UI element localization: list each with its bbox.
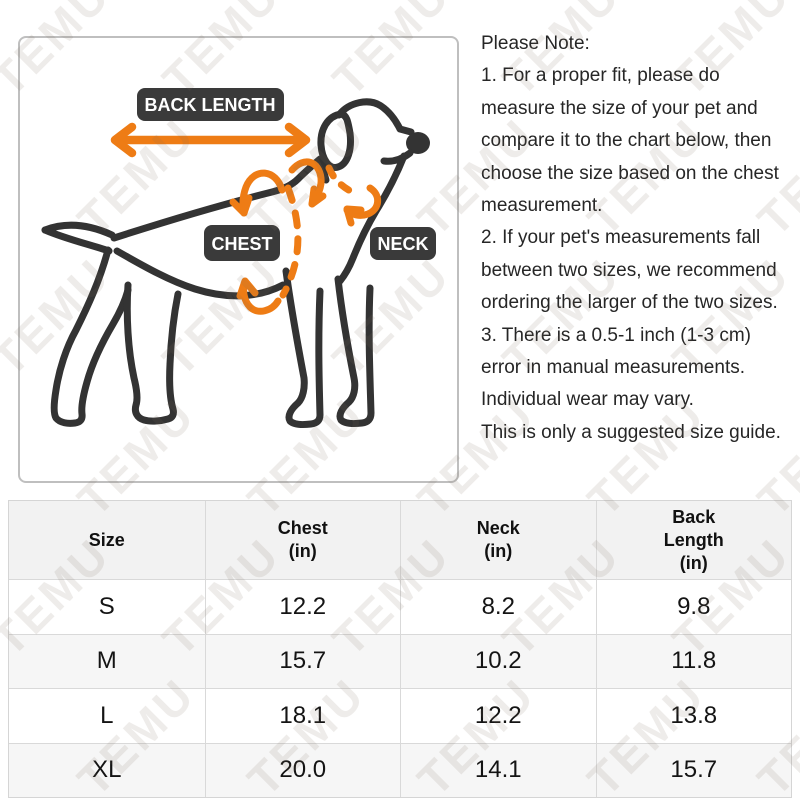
table-cell: 11.8 xyxy=(595,634,792,688)
column-header: Back Length (in) xyxy=(595,501,792,579)
back-length-label-box xyxy=(137,88,284,121)
chest-label-box xyxy=(204,225,280,261)
note-line: measurement. xyxy=(481,195,603,217)
table-cell: 9.8 xyxy=(595,580,792,634)
dog-front-leg-right xyxy=(334,275,375,428)
table-cell: 12.2 xyxy=(400,689,596,743)
diagram-labels: BACK LENGTH CHEST NECK xyxy=(137,88,436,261)
note-line: measure the size of your pet and xyxy=(481,97,758,119)
note-line: 2. If your pet's measurements fall xyxy=(481,227,761,249)
table-row: S 12.2 8.2 9.8 xyxy=(9,579,791,634)
dog-ear xyxy=(317,110,354,171)
dog-nose xyxy=(406,132,430,154)
column-header-line: Back xyxy=(672,506,716,527)
dog-hind-leg-near xyxy=(123,281,182,425)
dog-tail-top xyxy=(41,221,116,239)
chest-girth-dashed-icon xyxy=(279,184,302,299)
column-header: Size xyxy=(9,501,205,579)
column-header-line: Chest xyxy=(277,518,328,538)
neck-label: NECK xyxy=(377,234,428,254)
dog-belly-line xyxy=(113,247,287,300)
back-length-arrowhead-right-icon xyxy=(284,122,311,158)
dog-hind-leg-far xyxy=(50,246,132,427)
column-header-line: (in) xyxy=(484,541,513,561)
dog-neck-front xyxy=(336,152,408,285)
note-line: choose the size based on the chest xyxy=(481,162,779,184)
table-row: L 18.1 12.2 13.8 xyxy=(9,688,791,743)
column-header-line: Length xyxy=(663,529,724,550)
note-line: Individual wear may vary. xyxy=(481,389,694,411)
dog-back-line xyxy=(110,155,324,242)
withers-arrowhead-icon xyxy=(308,185,327,208)
table-cell: 12.2 xyxy=(204,580,401,634)
dog-head-top xyxy=(335,98,415,136)
table-cell: 8.2 xyxy=(400,580,596,634)
neck-curve-arrow-icon xyxy=(343,184,382,219)
neck-label-box xyxy=(370,227,436,260)
chest-label: CHEST xyxy=(211,234,272,254)
chest-lower-arrowhead-icon xyxy=(236,277,259,300)
table-cell: 20.0 xyxy=(204,743,401,797)
note-line: ordering the larger of the two sizes. xyxy=(481,292,778,314)
column-header: Chest (in) xyxy=(204,501,401,579)
size-table-header: Size Chest (in) Neck (in) Back Length (in) xyxy=(9,501,791,579)
column-header: Neck (in) xyxy=(400,501,596,579)
dog-tail-bottom xyxy=(41,226,113,255)
note-line: This is only a suggested size guide. xyxy=(481,421,781,443)
note-line: error in manual measurements. xyxy=(481,357,745,379)
back-length-arrowhead-left-icon xyxy=(110,122,137,158)
back-length-label: BACK LENGTH xyxy=(145,95,276,115)
table-row: XL 20.0 14.1 15.7 xyxy=(9,742,792,797)
dog-outline-icon xyxy=(41,98,430,429)
table-cell: 15.7 xyxy=(204,634,401,688)
neck-arrowhead-icon xyxy=(343,205,365,227)
table-cell: 15.7 xyxy=(595,743,792,797)
measurement-arrows xyxy=(110,122,382,315)
column-header-line: (in) xyxy=(679,552,708,573)
table-cell: 13.8 xyxy=(595,689,792,743)
dog-diagram-svg: BACK LENGTH CHEST NECK xyxy=(41,88,436,429)
column-header-line: Neck xyxy=(476,518,520,538)
note-line: Please Note: xyxy=(481,33,590,54)
table-cell: 10.2 xyxy=(400,634,596,688)
size-table: Size Chest (in) Neck (in) Back Length (in) S 12.… xyxy=(8,500,792,798)
table-cell: 18.1 xyxy=(204,689,401,743)
note-line: compare it to the chart below, then xyxy=(481,130,772,152)
chest-upper-arrowhead-icon xyxy=(229,194,253,217)
note-line: between two sizes, we recommend xyxy=(481,259,777,281)
neck-girth-dashed-icon xyxy=(325,164,361,198)
dog-neck-back xyxy=(317,158,330,184)
table-cell: S xyxy=(98,592,115,620)
table-cell: XL xyxy=(92,756,122,784)
note-block: Please Note: 1. For a proper fit, please … xyxy=(481,28,799,449)
note-line: 3. There is a 0.5-1 inch (1-3 cm) xyxy=(481,324,751,346)
column-header-line: Size xyxy=(88,529,125,550)
note-line: 1. For a proper fit, please do xyxy=(481,65,720,87)
table-cell: 14.1 xyxy=(400,743,596,797)
dog-mouth xyxy=(380,149,414,165)
column-header-line: (in) xyxy=(288,541,317,561)
table-row: M 15.7 10.2 11.8 xyxy=(9,633,792,688)
dog-front-leg-left xyxy=(282,267,324,429)
table-cell: L xyxy=(100,701,114,729)
table-cell: M xyxy=(96,647,117,675)
size-table-body: S 12.2 8.2 9.8 M 15.7 10.2 11.8 L 18.1 12.2 13.8 XL 2… xyxy=(9,579,791,797)
chest-upper-curve-arrow-icon xyxy=(239,169,286,217)
dog-measurement-diagram: BACK LENGTH CHEST NECK xyxy=(18,36,459,483)
